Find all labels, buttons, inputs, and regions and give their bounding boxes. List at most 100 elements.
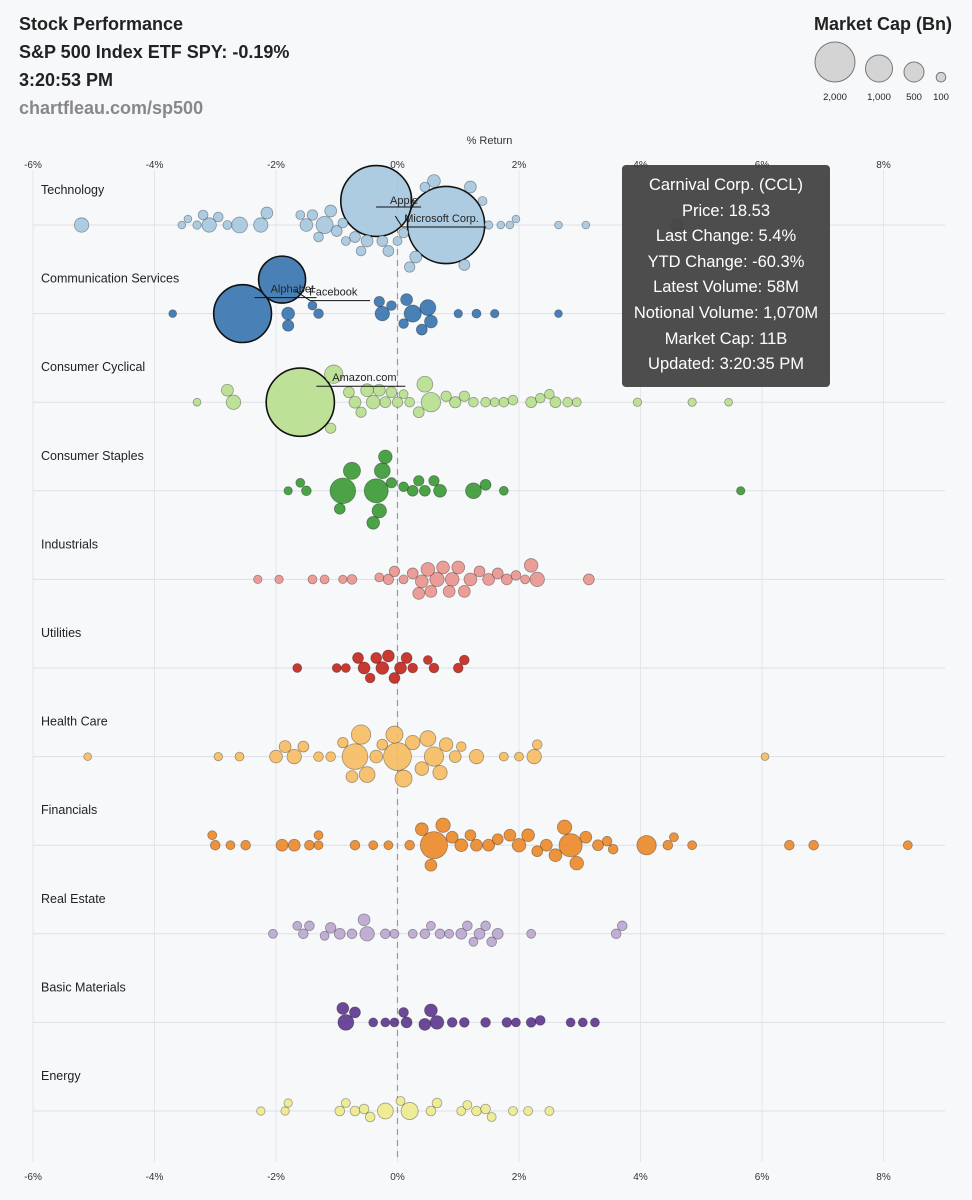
stock-point[interactable] [375, 661, 390, 675]
stock-point[interactable] [319, 574, 330, 585]
stock-point[interactable] [406, 567, 419, 580]
stock-point[interactable] [419, 181, 431, 193]
stock-point[interactable] [363, 478, 389, 504]
stock-point[interactable] [319, 930, 330, 941]
stock-point[interactable] [377, 1102, 394, 1120]
stock-point[interactable] [365, 394, 381, 410]
stock-point[interactable] [482, 838, 495, 852]
stock-point[interactable] [416, 375, 434, 393]
stock-point[interactable] [371, 503, 387, 519]
stock-point[interactable] [507, 394, 519, 406]
stock-point[interactable] [298, 928, 309, 940]
stock-point[interactable] [503, 828, 517, 842]
stock-point[interactable] [784, 839, 795, 851]
stock-point[interactable] [549, 396, 562, 409]
stock-point[interactable] [459, 654, 470, 666]
stock-point[interactable] [341, 743, 369, 770]
stock-point[interactable] [525, 1017, 537, 1028]
stock-point[interactable] [213, 211, 224, 223]
stock-point[interactable] [330, 225, 343, 237]
stock-point[interactable] [420, 562, 436, 577]
stock-point[interactable] [419, 299, 437, 316]
stock-point[interactable] [183, 214, 193, 224]
stock-point[interactable] [571, 397, 582, 408]
stock-point[interactable] [360, 234, 374, 248]
stock-point[interactable] [292, 663, 303, 673]
stock-point[interactable] [340, 1098, 351, 1108]
stock-point[interactable] [304, 920, 315, 932]
stock-point[interactable] [207, 830, 218, 841]
stock-point[interactable] [404, 396, 415, 408]
stock-point[interactable] [348, 395, 362, 409]
stock-point[interactable] [468, 748, 485, 765]
stock-point[interactable] [482, 573, 495, 586]
stock-point[interactable] [424, 585, 438, 598]
stock-point[interactable] [388, 672, 401, 684]
stock-point[interactable] [525, 396, 537, 409]
stock-point[interactable] [385, 725, 404, 744]
stock-point[interactable] [419, 730, 437, 747]
stock-point[interactable] [407, 662, 418, 674]
stock-point[interactable] [355, 406, 367, 418]
stock-point[interactable] [544, 388, 555, 400]
stock-point[interactable] [462, 920, 473, 932]
stock-point[interactable] [331, 663, 342, 673]
stock-point[interactable] [486, 1112, 497, 1122]
stock-point[interactable] [307, 574, 318, 585]
stock-point[interactable] [364, 672, 376, 684]
stock-point[interactable] [315, 216, 334, 234]
stock-point[interactable] [240, 839, 251, 851]
stock-point[interactable] [539, 838, 553, 852]
stock-point[interactable] [523, 558, 539, 573]
stock-point[interactable] [534, 1015, 546, 1026]
stock-point[interactable] [687, 840, 698, 851]
stock-point[interactable] [329, 477, 357, 505]
stock-point[interactable] [336, 1002, 350, 1015]
stock-point[interactable] [333, 927, 346, 940]
stock-point[interactable] [429, 1015, 445, 1030]
stock-point[interactable] [379, 396, 392, 409]
stock-point[interactable] [368, 840, 379, 851]
stock-point[interactable] [419, 928, 431, 940]
stock-point[interactable] [471, 1105, 482, 1117]
stock-point[interactable] [373, 462, 391, 480]
stock-point[interactable] [349, 231, 361, 243]
stock-point[interactable] [357, 661, 371, 675]
stock-point[interactable] [340, 663, 351, 673]
stock-point[interactable] [337, 217, 349, 229]
stock-point[interactable] [400, 652, 413, 664]
stock-point[interactable] [209, 839, 221, 851]
stock-point[interactable] [607, 843, 619, 855]
stock-point[interactable] [234, 751, 245, 762]
stock-point[interactable] [295, 477, 306, 488]
stock-point[interactable] [636, 835, 657, 856]
stock-point[interactable] [431, 1097, 443, 1109]
stock-point[interactable] [398, 481, 409, 493]
stock-point[interactable] [556, 819, 573, 835]
stock-point[interactable] [338, 574, 348, 585]
stock-point[interactable] [459, 1017, 470, 1028]
stock-point[interactable] [283, 1098, 293, 1108]
stock-point[interactable] [283, 486, 293, 496]
stock-point[interactable] [480, 920, 491, 932]
stock-point[interactable] [404, 839, 415, 851]
stock-point[interactable] [197, 209, 209, 221]
stock-point[interactable] [192, 397, 202, 407]
stock-point[interactable] [345, 770, 359, 783]
stock-point[interactable] [287, 838, 301, 852]
stock-point[interactable] [473, 565, 486, 578]
stock-point[interactable] [451, 560, 466, 575]
stock-point[interactable] [456, 1106, 467, 1116]
stock-point[interactable] [192, 220, 202, 230]
stock-point[interactable] [334, 1105, 346, 1117]
stock-point[interactable] [569, 855, 584, 871]
stock-point[interactable] [531, 845, 544, 858]
stock-point[interactable] [385, 477, 398, 489]
stock-point[interactable] [282, 319, 295, 332]
stock-point[interactable] [386, 300, 397, 311]
stock-point[interactable] [501, 1017, 513, 1028]
stock-point[interactable] [340, 236, 351, 246]
stock-point[interactable] [394, 769, 413, 788]
stock-point[interactable] [325, 751, 336, 762]
stock-point[interactable] [429, 571, 445, 588]
